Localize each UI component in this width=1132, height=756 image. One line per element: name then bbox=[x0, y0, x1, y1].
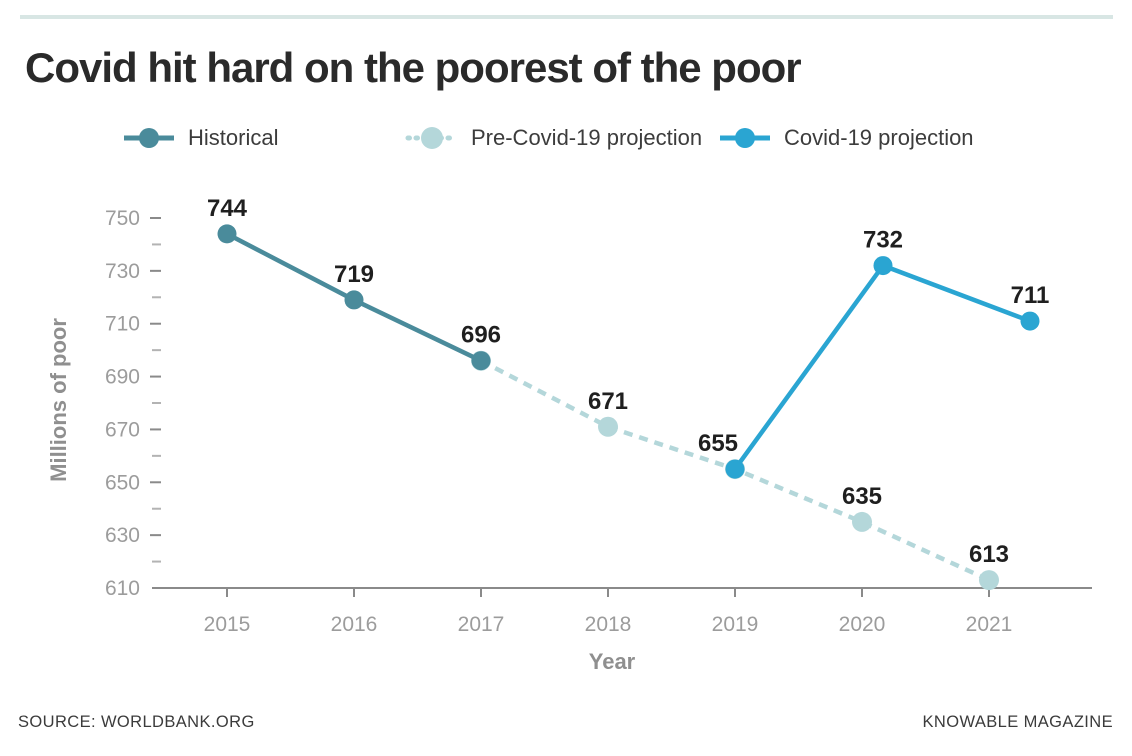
y-tick-label: 690 bbox=[105, 366, 140, 389]
y-tick-label: 750 bbox=[105, 207, 140, 230]
x-tick-label: 2016 bbox=[331, 613, 378, 636]
data-point bbox=[979, 570, 999, 591]
data-point-label: 696 bbox=[461, 322, 501, 349]
data-point-label: 635 bbox=[842, 483, 882, 510]
x-tick-label: 2019 bbox=[712, 613, 759, 636]
data-point-label: 732 bbox=[863, 227, 903, 254]
data-point bbox=[1020, 311, 1040, 331]
legend-item-pre-covid-projection: Pre-Covid-19 projection bbox=[405, 124, 702, 152]
data-point bbox=[598, 416, 618, 437]
data-point-label: 719 bbox=[334, 261, 374, 288]
data-point bbox=[217, 224, 237, 244]
legend-label-covid-projection: Covid-19 projection bbox=[784, 125, 974, 150]
publisher-credit: KNOWABLE MAGAZINE bbox=[922, 713, 1113, 731]
pre-covid-marker-icon bbox=[405, 127, 459, 149]
x-tick-label: 2015 bbox=[204, 613, 251, 636]
data-point bbox=[725, 459, 745, 479]
x-tick-label: 2018 bbox=[585, 613, 632, 636]
legend-item-covid-projection: Covid-19 projection bbox=[718, 124, 974, 152]
x-tick-label: 2020 bbox=[839, 613, 886, 636]
data-point bbox=[852, 511, 872, 532]
data-point bbox=[344, 290, 364, 310]
historical-marker-icon bbox=[124, 128, 174, 148]
y-axis-title: Millions of poor bbox=[46, 318, 71, 482]
y-tick-label: 710 bbox=[105, 313, 140, 336]
legend-item-historical: Historical bbox=[122, 124, 278, 152]
covid-marker-icon bbox=[720, 128, 770, 148]
data-point bbox=[873, 256, 893, 276]
data-point-label: 711 bbox=[1011, 282, 1050, 309]
series-line-2 bbox=[733, 262, 1031, 471]
legend-label-historical: Historical bbox=[188, 125, 279, 150]
y-tick-label: 610 bbox=[105, 577, 140, 600]
y-tick-label: 730 bbox=[105, 260, 140, 283]
y-tick-label: 630 bbox=[105, 524, 140, 547]
x-tick-label: 2021 bbox=[966, 613, 1013, 636]
x-axis-title: Year bbox=[589, 649, 636, 674]
top-rule bbox=[20, 15, 1113, 19]
data-point-label: 744 bbox=[207, 195, 248, 222]
data-point-label: 613 bbox=[969, 541, 1009, 568]
y-tick-label: 670 bbox=[105, 418, 140, 441]
source-credit: SOURCE: WORLDBANK.ORG bbox=[18, 713, 255, 731]
x-tick-label: 2017 bbox=[458, 613, 505, 636]
data-point-label: 671 bbox=[588, 388, 628, 415]
chart-title: Covid hit hard on the poorest of the poo… bbox=[25, 44, 802, 91]
y-tick-label: 650 bbox=[105, 471, 140, 494]
legend-label-pre-covid-projection: Pre-Covid-19 projection bbox=[471, 125, 703, 150]
data-point bbox=[471, 351, 491, 371]
data-point-label: 655 bbox=[698, 430, 738, 457]
